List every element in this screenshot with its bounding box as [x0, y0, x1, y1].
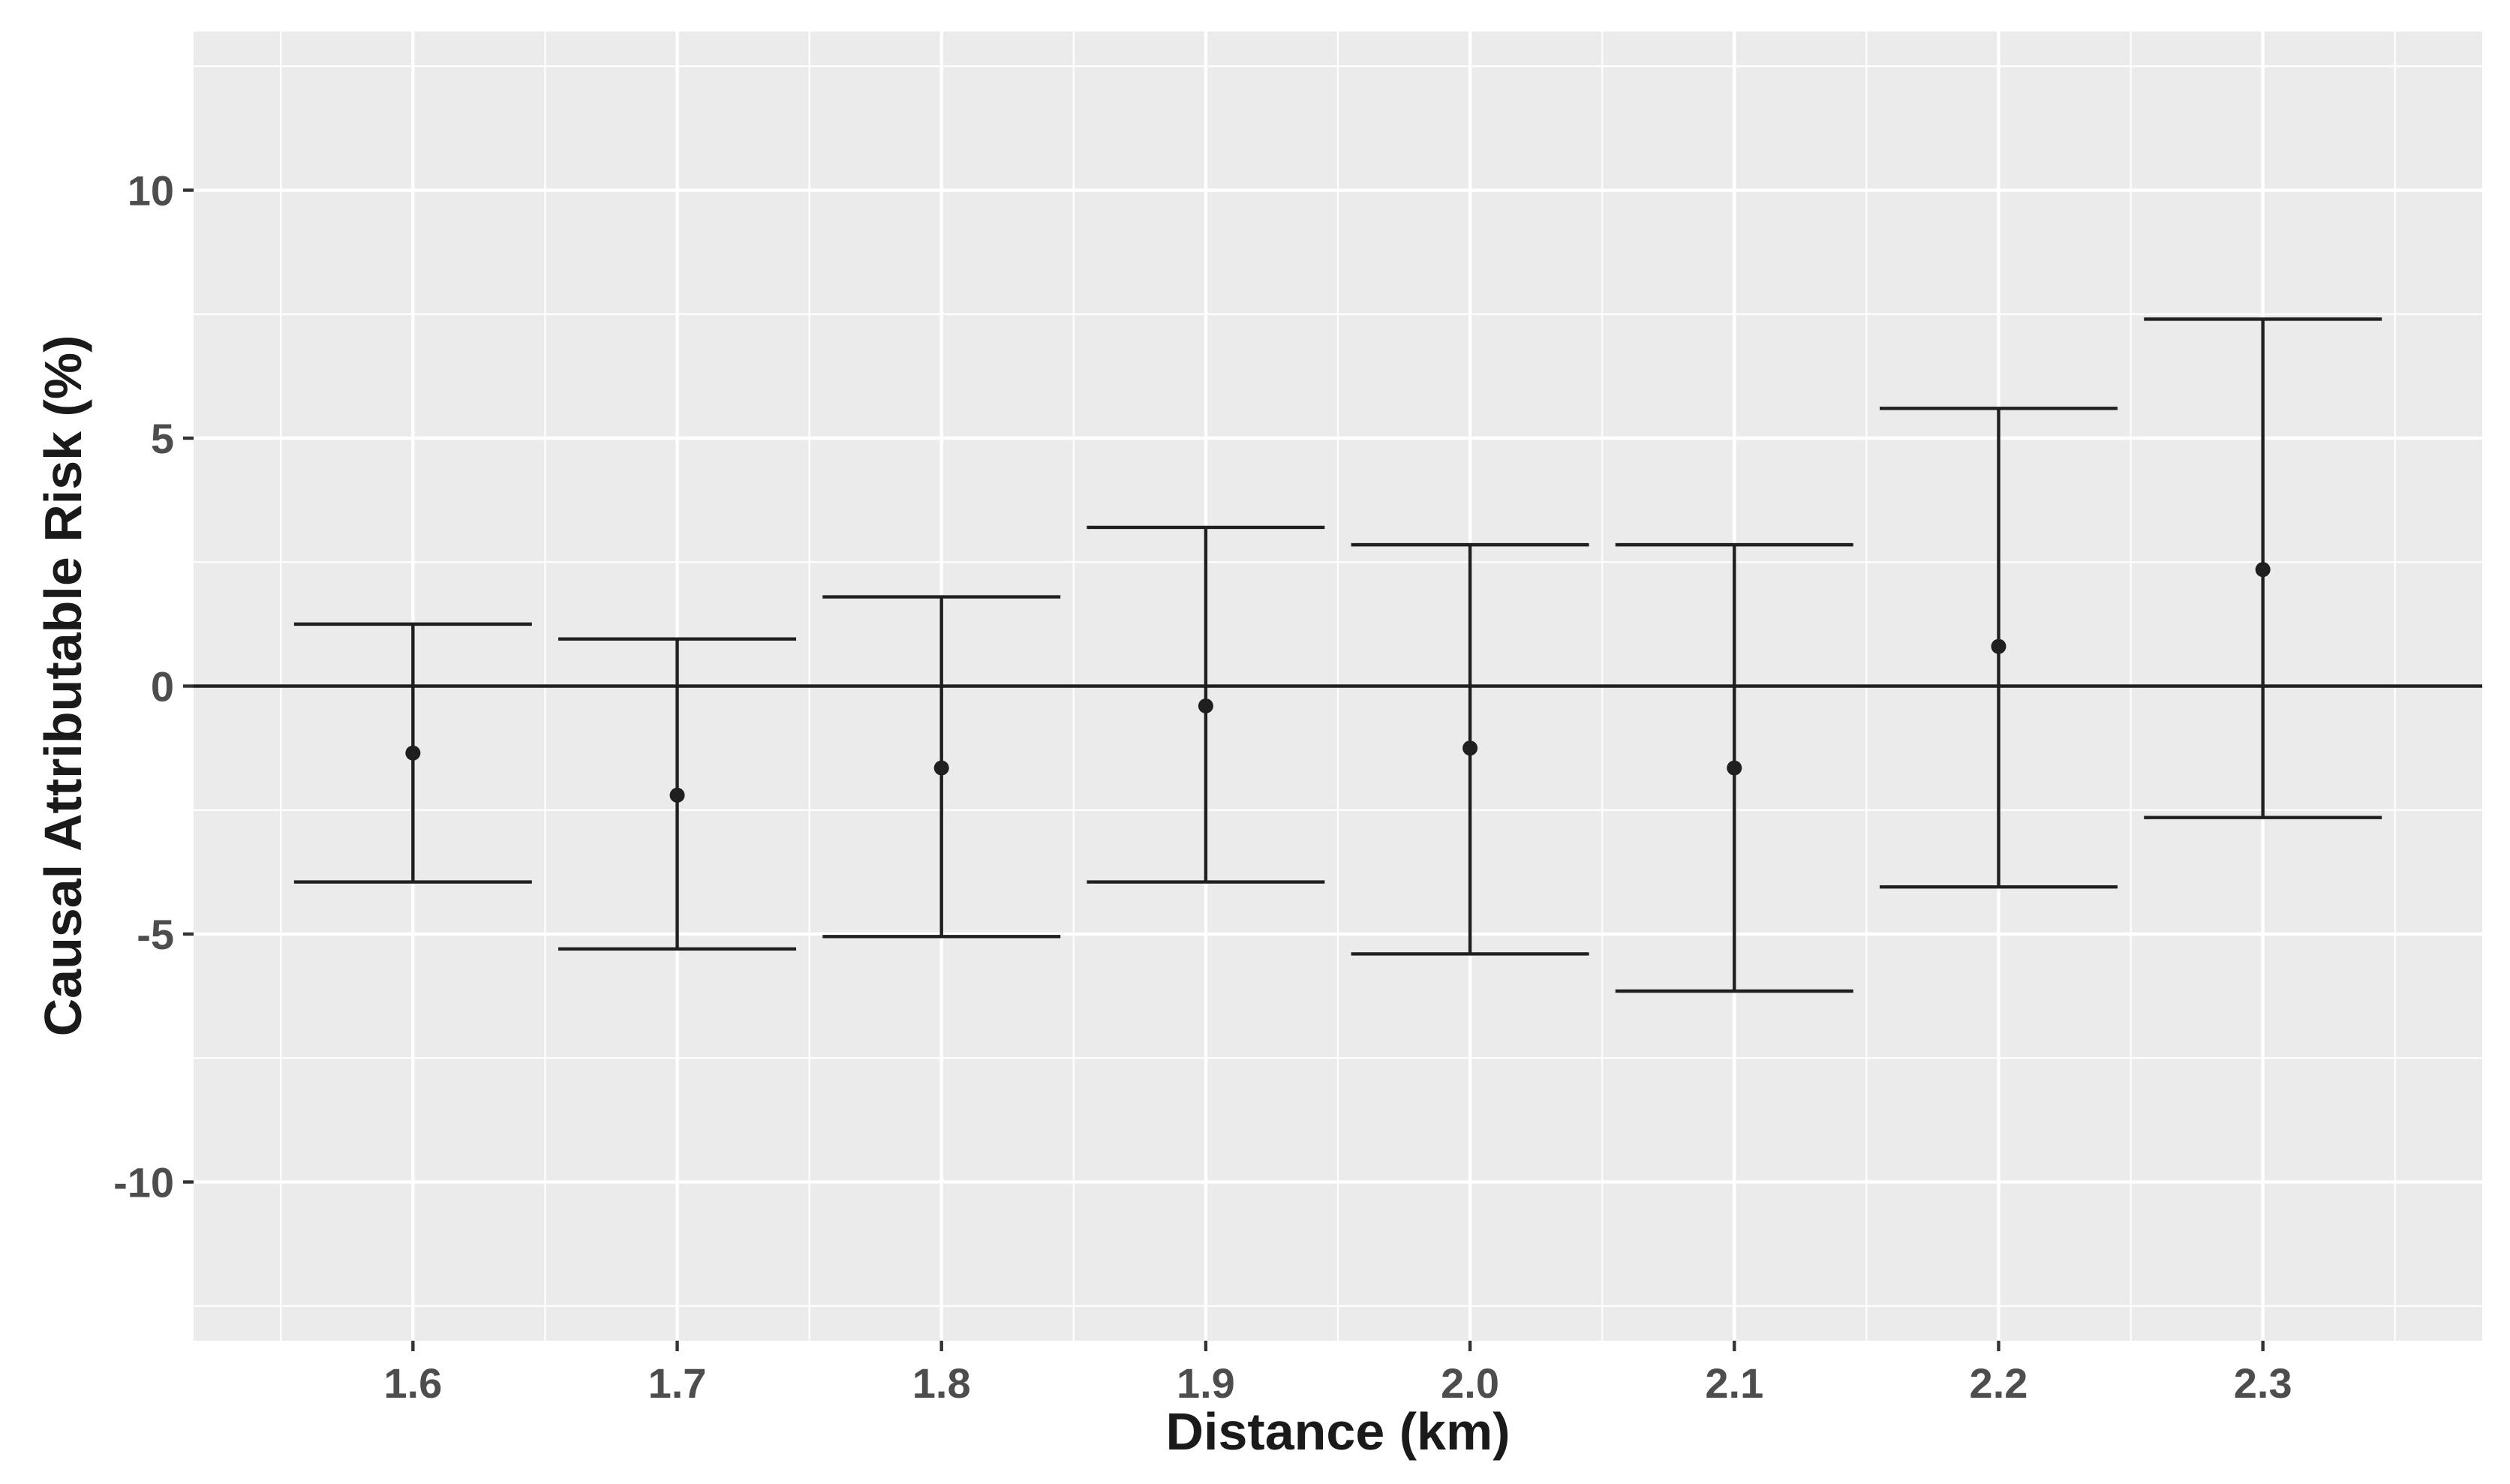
point-estimate-2.3 — [2255, 562, 2271, 578]
point-estimate-1.7 — [669, 787, 685, 803]
x-tick-label: 2.1 — [1705, 1359, 1763, 1407]
y-axis: 10 5 0 -5 -10 — [113, 167, 194, 1206]
x-tick-label: 1.6 — [383, 1359, 442, 1407]
x-tick-label: 1.7 — [648, 1359, 707, 1407]
y-tick-label: -10 — [113, 1158, 174, 1206]
y-tick-label: 0 — [151, 663, 174, 710]
point-estimate-2.2 — [1991, 638, 2006, 654]
y-tick-label: 5 — [151, 415, 174, 462]
point-estimate-2.1 — [1727, 760, 1742, 776]
point-estimate-1.6 — [405, 745, 421, 761]
y-axis-title: Causal Attributable Risk (%) — [34, 335, 92, 1037]
x-tick-label: 1.8 — [912, 1359, 971, 1407]
x-tick-label: 2.3 — [2234, 1359, 2292, 1407]
y-tick-label: 10 — [128, 167, 174, 215]
x-axis-title: Distance (km) — [1165, 1402, 1510, 1461]
point-estimate-1.9 — [1198, 698, 1213, 713]
x-tick-label: 1.9 — [1177, 1359, 1235, 1407]
point-estimate-2.0 — [1462, 740, 1478, 756]
x-axis: 1.6 1.7 1.8 1.9 2.0 2.1 2.2 2.3 — [383, 1341, 2292, 1407]
y-tick-label: -5 — [137, 911, 174, 958]
point-estimate-1.8 — [933, 760, 949, 776]
error-bars — [293, 317, 2382, 993]
minor-grid — [194, 32, 2482, 1341]
x-tick-label: 2.0 — [1441, 1359, 1499, 1407]
x-tick-label: 2.2 — [1970, 1359, 2028, 1407]
